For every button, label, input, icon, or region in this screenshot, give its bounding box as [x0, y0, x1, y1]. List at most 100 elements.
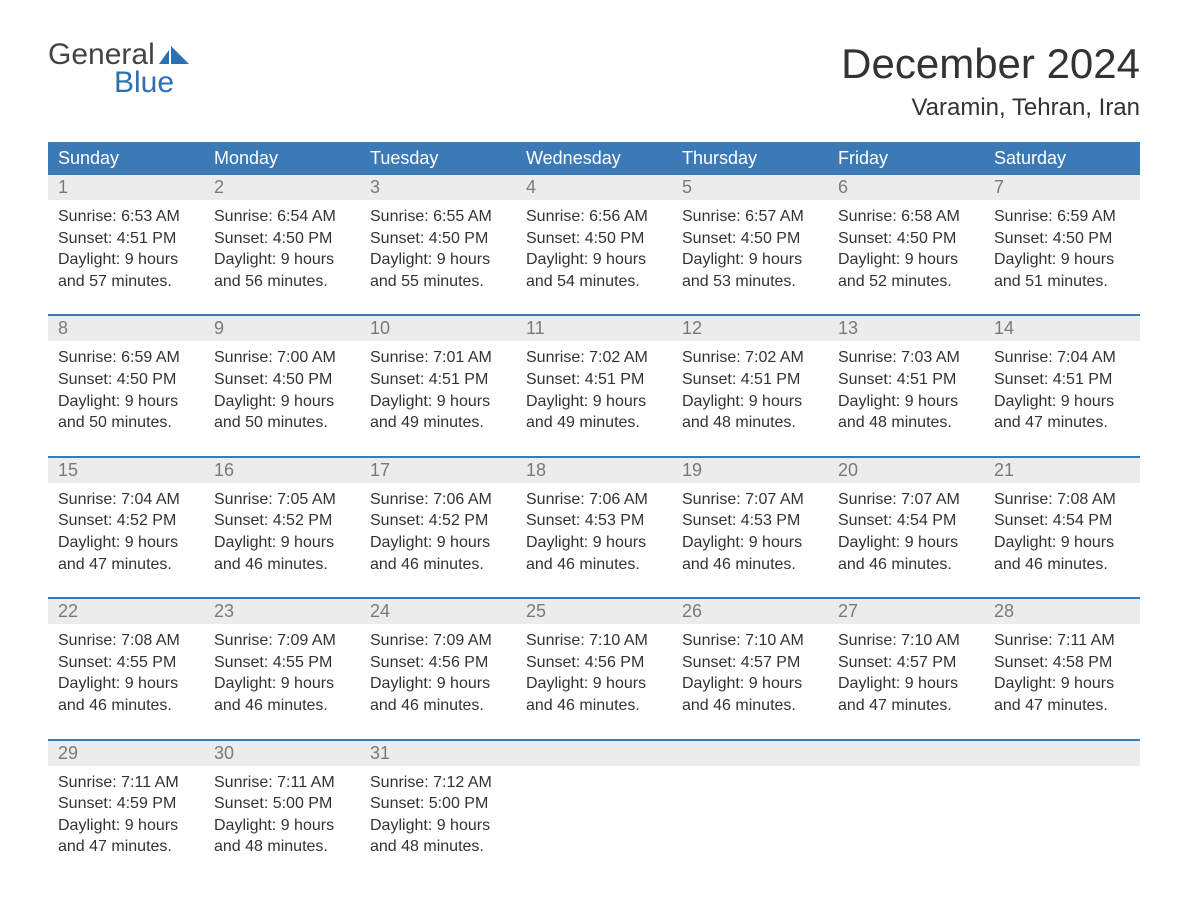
sunset-text: Sunset: 4:50 PM [526, 228, 662, 250]
day-number: 4 [516, 175, 672, 200]
sunrise-text: Sunrise: 7:11 AM [58, 772, 194, 794]
logo: General Blue [48, 40, 189, 98]
daylight-text-2: and 50 minutes. [58, 412, 194, 434]
sunrise-text: Sunrise: 7:03 AM [838, 347, 974, 369]
daylight-text-1: Daylight: 9 hours [838, 249, 974, 271]
day-number: 5 [672, 175, 828, 200]
calendar-cell: Sunrise: 7:09 AMSunset: 4:55 PMDaylight:… [204, 624, 360, 724]
sunrise-text: Sunrise: 7:01 AM [370, 347, 506, 369]
logo-word-blue: Blue [48, 68, 189, 98]
calendar-cell: Sunrise: 7:11 AMSunset: 4:59 PMDaylight:… [48, 766, 204, 866]
daylight-text-2: and 46 minutes. [838, 554, 974, 576]
day-number: 18 [516, 458, 672, 483]
sunrise-text: Sunrise: 7:09 AM [370, 630, 506, 652]
calendar-week: 1234567Sunrise: 6:53 AMSunset: 4:51 PMDa… [48, 175, 1140, 300]
sunrise-text: Sunrise: 6:55 AM [370, 206, 506, 228]
sunrise-text: Sunrise: 6:56 AM [526, 206, 662, 228]
sunset-text: Sunset: 4:58 PM [994, 652, 1130, 674]
daylight-text-2: and 57 minutes. [58, 271, 194, 293]
daylight-text-1: Daylight: 9 hours [214, 815, 350, 837]
weekday-header: Tuesday [360, 142, 516, 175]
daylight-text-2: and 50 minutes. [214, 412, 350, 434]
sunset-text: Sunset: 5:00 PM [370, 793, 506, 815]
day-number-row: 891011121314 [48, 316, 1140, 341]
daylight-text-2: and 47 minutes. [58, 554, 194, 576]
sunset-text: Sunset: 4:50 PM [682, 228, 818, 250]
sunset-text: Sunset: 4:59 PM [58, 793, 194, 815]
day-number: 14 [984, 316, 1140, 341]
daylight-text-1: Daylight: 9 hours [370, 673, 506, 695]
daylight-text-1: Daylight: 9 hours [370, 815, 506, 837]
calendar-cell: Sunrise: 7:10 AMSunset: 4:57 PMDaylight:… [828, 624, 984, 724]
weeks-container: 1234567Sunrise: 6:53 AMSunset: 4:51 PMDa… [48, 175, 1140, 866]
sunrise-text: Sunrise: 7:10 AM [838, 630, 974, 652]
calendar-cell: Sunrise: 6:53 AMSunset: 4:51 PMDaylight:… [48, 200, 204, 300]
sunrise-text: Sunrise: 6:59 AM [58, 347, 194, 369]
calendar-cell [516, 766, 672, 866]
sunset-text: Sunset: 4:51 PM [58, 228, 194, 250]
sunrise-text: Sunrise: 6:58 AM [838, 206, 974, 228]
calendar-cell: Sunrise: 7:00 AMSunset: 4:50 PMDaylight:… [204, 341, 360, 441]
day-number: 3 [360, 175, 516, 200]
daylight-text-1: Daylight: 9 hours [214, 249, 350, 271]
sunrise-text: Sunrise: 7:04 AM [994, 347, 1130, 369]
daylight-text-2: and 49 minutes. [526, 412, 662, 434]
sunset-text: Sunset: 4:54 PM [994, 510, 1130, 532]
calendar-cell: Sunrise: 7:12 AMSunset: 5:00 PMDaylight:… [360, 766, 516, 866]
daylight-text-2: and 47 minutes. [58, 836, 194, 858]
page-header: General Blue December 2024 Varamin, Tehr… [48, 40, 1140, 134]
calendar-cell: Sunrise: 6:56 AMSunset: 4:50 PMDaylight:… [516, 200, 672, 300]
calendar-cell: Sunrise: 7:11 AMSunset: 5:00 PMDaylight:… [204, 766, 360, 866]
daylight-text-2: and 46 minutes. [682, 695, 818, 717]
weekday-header: Saturday [984, 142, 1140, 175]
daylight-text-2: and 47 minutes. [994, 695, 1130, 717]
day-number: 31 [360, 741, 516, 766]
calendar-cell: Sunrise: 7:09 AMSunset: 4:56 PMDaylight:… [360, 624, 516, 724]
daylight-text-1: Daylight: 9 hours [58, 391, 194, 413]
sunset-text: Sunset: 4:50 PM [370, 228, 506, 250]
sunset-text: Sunset: 4:51 PM [370, 369, 506, 391]
sunrise-text: Sunrise: 6:54 AM [214, 206, 350, 228]
sunset-text: Sunset: 4:51 PM [682, 369, 818, 391]
day-number: 20 [828, 458, 984, 483]
day-number: 11 [516, 316, 672, 341]
day-number-row: 15161718192021 [48, 458, 1140, 483]
calendar-cell: Sunrise: 6:58 AMSunset: 4:50 PMDaylight:… [828, 200, 984, 300]
daylight-text-2: and 48 minutes. [682, 412, 818, 434]
calendar-week: 22232425262728Sunrise: 7:08 AMSunset: 4:… [48, 597, 1140, 724]
daylight-text-2: and 49 minutes. [370, 412, 506, 434]
weekday-header: Wednesday [516, 142, 672, 175]
sunset-text: Sunset: 4:54 PM [838, 510, 974, 532]
day-number [672, 741, 828, 766]
calendar-week: 293031Sunrise: 7:11 AMSunset: 4:59 PMDay… [48, 739, 1140, 866]
day-number: 21 [984, 458, 1140, 483]
daylight-text-1: Daylight: 9 hours [58, 673, 194, 695]
day-number: 29 [48, 741, 204, 766]
daylight-text-1: Daylight: 9 hours [370, 391, 506, 413]
sunrise-text: Sunrise: 7:04 AM [58, 489, 194, 511]
sunset-text: Sunset: 4:50 PM [214, 228, 350, 250]
daylight-text-2: and 46 minutes. [214, 554, 350, 576]
calendar-cell: Sunrise: 7:03 AMSunset: 4:51 PMDaylight:… [828, 341, 984, 441]
day-number: 2 [204, 175, 360, 200]
daylight-text-2: and 51 minutes. [994, 271, 1130, 293]
weekday-header: Friday [828, 142, 984, 175]
sunset-text: Sunset: 4:52 PM [58, 510, 194, 532]
daylight-text-1: Daylight: 9 hours [526, 532, 662, 554]
daylight-text-1: Daylight: 9 hours [58, 532, 194, 554]
calendar-cell: Sunrise: 7:04 AMSunset: 4:51 PMDaylight:… [984, 341, 1140, 441]
day-number: 25 [516, 599, 672, 624]
sunset-text: Sunset: 4:53 PM [682, 510, 818, 532]
day-number-row: 22232425262728 [48, 599, 1140, 624]
weekday-header: Thursday [672, 142, 828, 175]
daylight-text-2: and 52 minutes. [838, 271, 974, 293]
sunrise-text: Sunrise: 7:06 AM [526, 489, 662, 511]
sunrise-text: Sunrise: 7:10 AM [526, 630, 662, 652]
sunrise-text: Sunrise: 7:02 AM [526, 347, 662, 369]
day-number-row: 1234567 [48, 175, 1140, 200]
calendar-cell: Sunrise: 7:02 AMSunset: 4:51 PMDaylight:… [672, 341, 828, 441]
daylight-text-2: and 47 minutes. [838, 695, 974, 717]
calendar-week: 15161718192021Sunrise: 7:04 AMSunset: 4:… [48, 456, 1140, 583]
daylight-text-1: Daylight: 9 hours [58, 815, 194, 837]
sunrise-text: Sunrise: 7:12 AM [370, 772, 506, 794]
